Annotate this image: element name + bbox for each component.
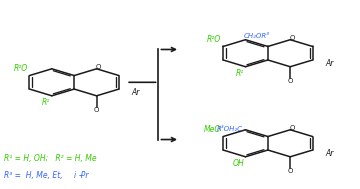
Text: Ar: Ar [325, 59, 334, 68]
Text: R³ =  H, Me, Et,: R³ = H, Me, Et, [4, 171, 65, 180]
Text: R³OH₂C: R³OH₂C [217, 126, 243, 132]
Text: R¹ = H, OH;   R² = H, Me: R¹ = H, OH; R² = H, Me [4, 154, 97, 163]
Text: O: O [96, 64, 101, 70]
Text: O: O [289, 125, 295, 131]
Text: O: O [288, 168, 293, 174]
Text: O: O [289, 35, 295, 41]
Text: R¹: R¹ [42, 98, 50, 107]
Text: R²O: R²O [13, 64, 28, 73]
Text: CH₂OR³: CH₂OR³ [244, 33, 270, 39]
Text: OH: OH [233, 159, 244, 168]
Text: Ar: Ar [325, 149, 334, 158]
Text: O: O [288, 78, 293, 84]
Text: MeO: MeO [204, 125, 221, 134]
Text: i: i [74, 171, 76, 180]
Text: R¹: R¹ [235, 69, 244, 78]
Text: R²O: R²O [207, 35, 221, 44]
Text: -Pr: -Pr [79, 171, 89, 180]
Text: Ar: Ar [132, 88, 140, 97]
Text: O: O [94, 107, 99, 113]
